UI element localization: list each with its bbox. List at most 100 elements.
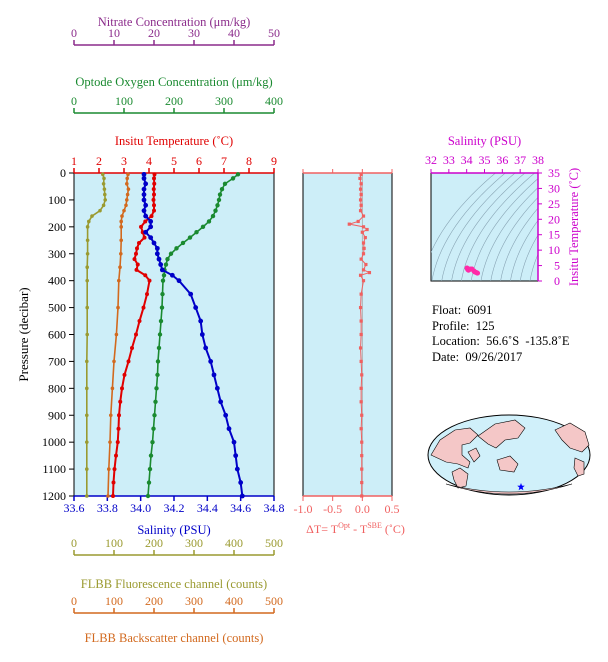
salinity-point bbox=[234, 466, 240, 472]
fluorescence-tick-label: 500 bbox=[265, 536, 283, 550]
fluorescence-point bbox=[103, 198, 107, 202]
pressure-tick-label: 300 bbox=[48, 247, 66, 261]
temperature-point bbox=[137, 319, 142, 324]
delta-tick-label: -0.5 bbox=[323, 502, 342, 516]
delta-point bbox=[361, 214, 366, 218]
delta-point bbox=[359, 182, 363, 186]
ts-y-tick-label: 30 bbox=[548, 181, 560, 195]
salinity-point bbox=[226, 426, 232, 432]
delta-point bbox=[361, 268, 366, 272]
salinity-point bbox=[193, 305, 199, 310]
temperature-point bbox=[141, 305, 146, 310]
salinity-point bbox=[141, 175, 147, 181]
backscatter-point bbox=[109, 413, 113, 418]
pressure-tick-label: 1100 bbox=[42, 462, 66, 476]
backscatter-tick-label: 400 bbox=[225, 594, 243, 608]
density-contours bbox=[431, 173, 538, 281]
pressure-tick-label: 200 bbox=[48, 220, 66, 234]
salinity-point bbox=[151, 240, 157, 246]
fluorescence-point bbox=[85, 278, 89, 283]
delta-tick-label: -1.0 bbox=[294, 502, 313, 516]
backscatter-point bbox=[114, 332, 119, 337]
delta-point bbox=[360, 373, 364, 377]
temperature-point bbox=[152, 181, 157, 186]
backscatter-point bbox=[106, 494, 110, 498]
fluorescence-tick-label: 400 bbox=[225, 536, 243, 550]
float-value: 6091 bbox=[467, 303, 493, 317]
oxygen-point bbox=[155, 359, 161, 364]
oxygen-point bbox=[222, 181, 228, 186]
temperature-tick-label: 2 bbox=[96, 154, 102, 168]
temperature-tick-label: 9 bbox=[271, 154, 277, 168]
temperature-point bbox=[152, 172, 157, 177]
fluorescence-point bbox=[85, 494, 89, 498]
delta-point bbox=[358, 346, 363, 350]
delta-point bbox=[347, 222, 351, 226]
pressure-tick-label: 100 bbox=[48, 193, 66, 207]
backscatter-tick-label: 0 bbox=[71, 594, 77, 608]
delta-point bbox=[361, 252, 366, 256]
oxygen-point bbox=[157, 332, 163, 337]
temperature-point bbox=[152, 208, 156, 213]
delta-point bbox=[363, 236, 367, 240]
salinity-point bbox=[154, 251, 160, 257]
salinity-point bbox=[141, 197, 147, 203]
delta-point bbox=[360, 230, 364, 234]
salinity-point bbox=[154, 245, 160, 251]
temperature-point bbox=[116, 426, 121, 431]
date-label: Date: bbox=[432, 349, 460, 364]
temperature-tick-label: 6 bbox=[196, 154, 202, 168]
oxygen-tick-label: 200 bbox=[165, 94, 183, 108]
backscatter-tick-label: 100 bbox=[105, 594, 123, 608]
fluorescence-point bbox=[101, 181, 106, 186]
backscatter-point bbox=[126, 187, 131, 191]
map-land bbox=[430, 427, 479, 469]
backscatter-tick-label: 300 bbox=[185, 594, 203, 608]
temperature-point bbox=[142, 235, 147, 240]
salinity-tick-label: 34.8 bbox=[264, 501, 285, 515]
temperature-point bbox=[151, 197, 156, 202]
oxygen-point bbox=[153, 399, 158, 404]
salinity-point bbox=[156, 256, 162, 262]
ts-x-tick-label: 38 bbox=[532, 153, 544, 167]
salinity-point bbox=[169, 272, 175, 278]
density-contour bbox=[529, 253, 538, 281]
fluorescence-point bbox=[90, 214, 94, 218]
backscatter-point bbox=[120, 214, 124, 218]
fluorescence-point bbox=[85, 238, 90, 243]
density-contour bbox=[470, 178, 538, 281]
density-contour bbox=[519, 234, 538, 281]
backscatter-point bbox=[108, 440, 112, 444]
pressure-tick-label: 0 bbox=[60, 166, 66, 180]
temperature-point bbox=[139, 224, 143, 229]
pressure-tick-label: 1000 bbox=[42, 435, 66, 449]
salinity-point bbox=[218, 399, 224, 405]
oxygen-point bbox=[150, 439, 155, 445]
map-land bbox=[477, 419, 526, 449]
backscatter-point bbox=[116, 305, 120, 310]
delta-point bbox=[358, 273, 363, 277]
temperature-point bbox=[135, 246, 139, 251]
oxygen-point bbox=[217, 192, 223, 197]
backscatter-point bbox=[119, 219, 123, 224]
oxygen-tick-label: 400 bbox=[265, 94, 283, 108]
ts-x-tick-label: 36 bbox=[496, 153, 508, 167]
backscatter-point bbox=[119, 238, 123, 243]
fluorescence-point bbox=[85, 359, 89, 364]
delta-point bbox=[358, 187, 363, 191]
salinity-point bbox=[238, 480, 244, 485]
temperature-point bbox=[134, 267, 139, 272]
map-land bbox=[496, 455, 519, 473]
pressure-tick-label: 1200 bbox=[42, 489, 66, 503]
delta-point bbox=[362, 246, 366, 250]
fluorescence-tick-label: 100 bbox=[105, 536, 123, 550]
temperature-tick-label: 4 bbox=[146, 154, 152, 168]
density-contour bbox=[490, 196, 538, 281]
salinity-point bbox=[223, 412, 229, 418]
backscatter-point bbox=[110, 386, 115, 391]
oxygen-point bbox=[156, 345, 162, 351]
delta-point bbox=[359, 292, 363, 296]
backscatter-point bbox=[125, 198, 129, 202]
delta-tick-label: 0.0 bbox=[355, 502, 370, 516]
